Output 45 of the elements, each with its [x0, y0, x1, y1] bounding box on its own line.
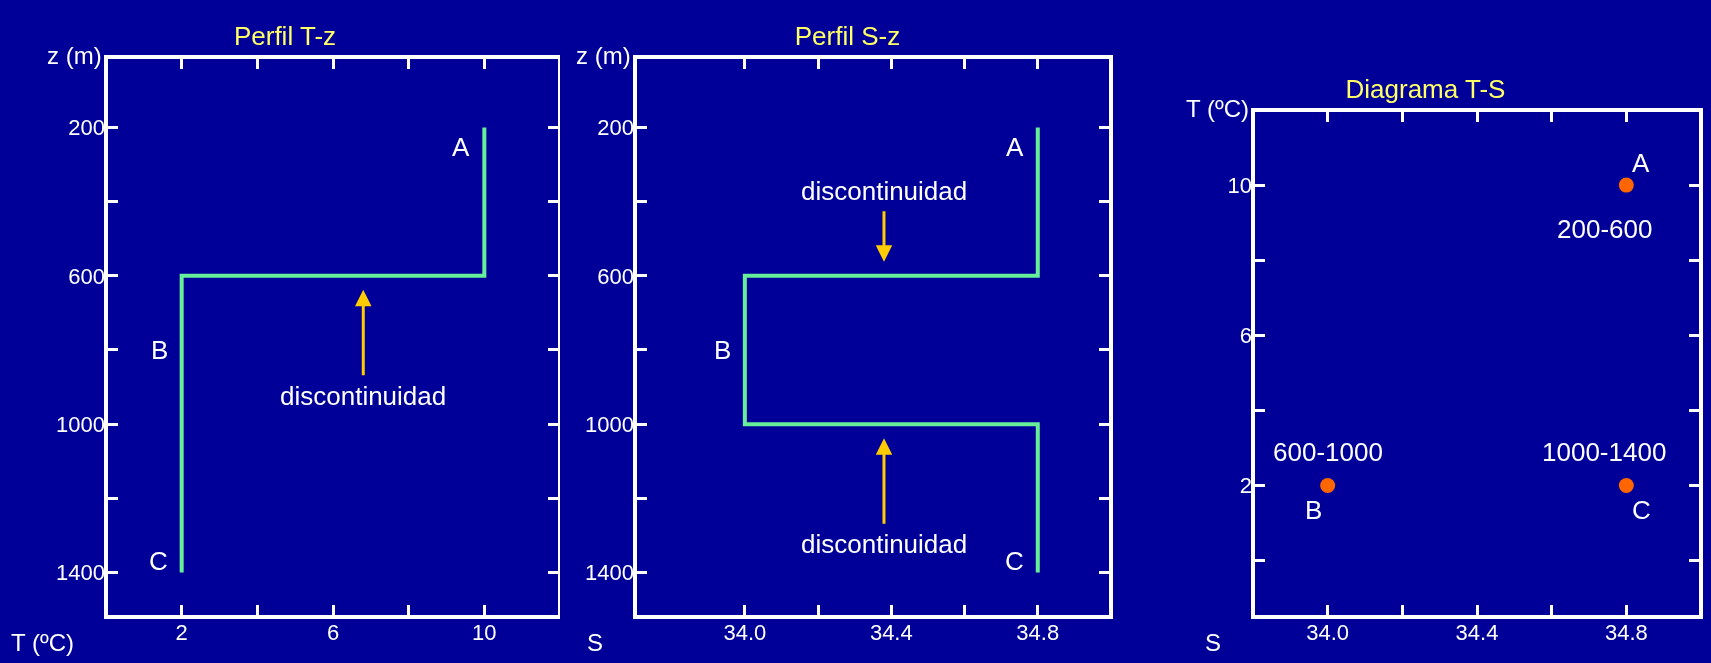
y-tick-label: 1400 — [585, 560, 634, 586]
y-tick-label: 1000 — [585, 411, 634, 437]
y-tick-label: 2 — [1239, 473, 1252, 499]
x-tick-label: 6 — [326, 620, 340, 645]
annotation: C — [149, 546, 168, 576]
y-tick-label: 200 — [68, 115, 105, 141]
annotation: discontinuidad — [280, 381, 447, 411]
annotation: discontinuidad — [801, 529, 968, 559]
annotation: 200-600 — [1557, 214, 1653, 244]
x-tick-label: 34.4 — [869, 620, 913, 645]
y-axis-title: z (m) — [47, 42, 102, 69]
y-tick-label: 10 — [1227, 172, 1252, 198]
annotation: 600-1000 — [1273, 437, 1383, 467]
x-tick-label: 34.8 — [1604, 620, 1648, 645]
x-tick-label: 2 — [175, 620, 188, 645]
annotation: discontinuidad — [801, 176, 968, 206]
line-series — [742, 125, 1040, 575]
y-tick-label: 600 — [597, 263, 634, 289]
x-axis-title: S — [1205, 629, 1222, 656]
y-tick-label: 6 — [1239, 323, 1252, 349]
y-axis-title: z (m) — [576, 42, 631, 69]
annotation: B — [1305, 495, 1323, 525]
y-tick-label: 1400 — [56, 560, 105, 586]
annotation: C — [1632, 495, 1651, 525]
annotation: A — [452, 132, 470, 162]
chart-title: Diagrama T-S — [1345, 74, 1506, 104]
y-axis-title: T (ºC) — [1186, 95, 1249, 122]
annotation: B — [714, 335, 732, 365]
x-axis-title: S — [587, 629, 604, 656]
x-tick-label: 10 — [472, 620, 497, 645]
chart-title: Perfil S-z — [794, 21, 901, 51]
y-tick-label: 1000 — [56, 411, 105, 437]
chart-title: Perfil T-z — [233, 21, 337, 51]
y-tick-label: 200 — [597, 115, 634, 141]
annotation: C — [1005, 546, 1024, 576]
x-tick-label: 34.0 — [1306, 620, 1350, 645]
y-tick-label: 600 — [68, 263, 105, 289]
x-tick-label: 34.8 — [1016, 620, 1060, 645]
annotation: A — [1632, 148, 1650, 178]
annotation: 1000-1400 — [1542, 437, 1667, 467]
x-axis-title: T (ºC) — [11, 629, 74, 656]
annotation: A — [1006, 132, 1024, 162]
x-tick-label: 34.4 — [1455, 620, 1499, 645]
x-tick-label: 34.0 — [723, 620, 767, 645]
annotation: B — [151, 335, 169, 365]
